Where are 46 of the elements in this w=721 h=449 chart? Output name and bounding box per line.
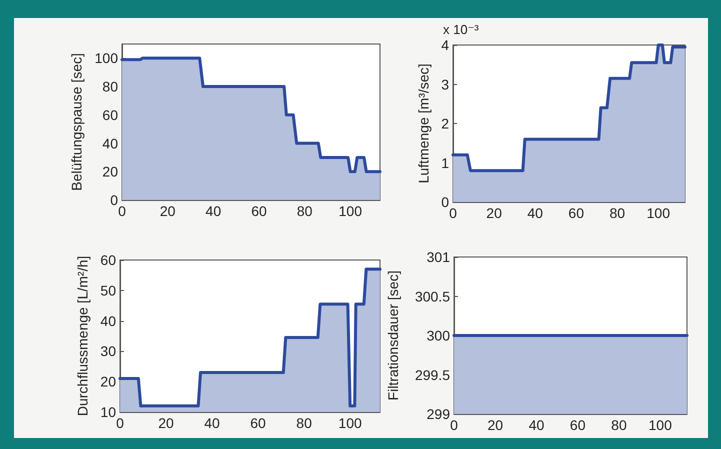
x-tick-label: 60 bbox=[251, 203, 267, 219]
y-tick-label: 20 bbox=[102, 164, 118, 180]
x-tick-label: 20 bbox=[160, 203, 176, 219]
y-tick-label: 1 bbox=[441, 154, 450, 171]
y-tick-label: 301 bbox=[426, 249, 450, 265]
y-tick-label: 299 bbox=[426, 406, 450, 422]
y-tick-label: 4 bbox=[441, 37, 450, 53]
y-tick-label: 3 bbox=[441, 76, 450, 92]
text: x 10⁻³ bbox=[443, 22, 480, 37]
x-tick-label: 40 bbox=[528, 417, 544, 433]
x-tick-label: 100 bbox=[338, 415, 362, 431]
x-tick-label: 40 bbox=[206, 203, 222, 219]
y-axis-title: Belüftungspause [sec] bbox=[68, 53, 85, 191]
x-tick-label: 60 bbox=[568, 205, 584, 221]
y-tick-label: 30 bbox=[100, 343, 116, 360]
x-tick-label: 100 bbox=[648, 417, 672, 433]
y-tick-label: 50 bbox=[100, 282, 116, 298]
y-tick-label: 60 bbox=[102, 106, 118, 123]
x-tick-label: 20 bbox=[487, 417, 504, 433]
y-tick-label: 299.5 bbox=[414, 366, 450, 383]
y-tick-label: 60 bbox=[100, 252, 116, 268]
x-tick-label: 100 bbox=[338, 203, 362, 219]
y-tick-label: 10 bbox=[100, 404, 116, 420]
x-tick-label: 20 bbox=[486, 205, 502, 221]
x-tick-label: 40 bbox=[527, 205, 544, 221]
y-axis-title: Durchflussmenge [L/m²/h] bbox=[74, 256, 91, 416]
y-axis-title: Filtrationsdauer [sec] bbox=[385, 270, 401, 400]
y-tick-label: 40 bbox=[100, 312, 116, 329]
x-tick-label: 80 bbox=[296, 203, 313, 219]
x-tick-label: 60 bbox=[570, 417, 586, 433]
y-tick-label: 300.5 bbox=[414, 288, 450, 304]
y-tick-label: 80 bbox=[102, 78, 118, 95]
y-tick-label: 40 bbox=[102, 135, 118, 152]
x-tick-label: 20 bbox=[158, 415, 174, 431]
x-tick-label: 80 bbox=[609, 205, 626, 221]
y-tick-label: 0 bbox=[110, 192, 118, 208]
y-tick-label: 2 bbox=[441, 116, 450, 132]
x-tick-label: 100 bbox=[646, 205, 670, 221]
y-tick-label: 20 bbox=[100, 374, 116, 390]
y-axis-title: Luftmenge [m³/sec] bbox=[415, 64, 432, 184]
x-tick-label: 80 bbox=[611, 417, 627, 433]
x-tick-label: 80 bbox=[296, 415, 312, 431]
y-tick-label: 100 bbox=[94, 50, 118, 66]
x-tick-label: 60 bbox=[250, 415, 266, 431]
x-tick-label: 40 bbox=[204, 415, 220, 431]
y-tick-label: 300 bbox=[426, 328, 450, 344]
